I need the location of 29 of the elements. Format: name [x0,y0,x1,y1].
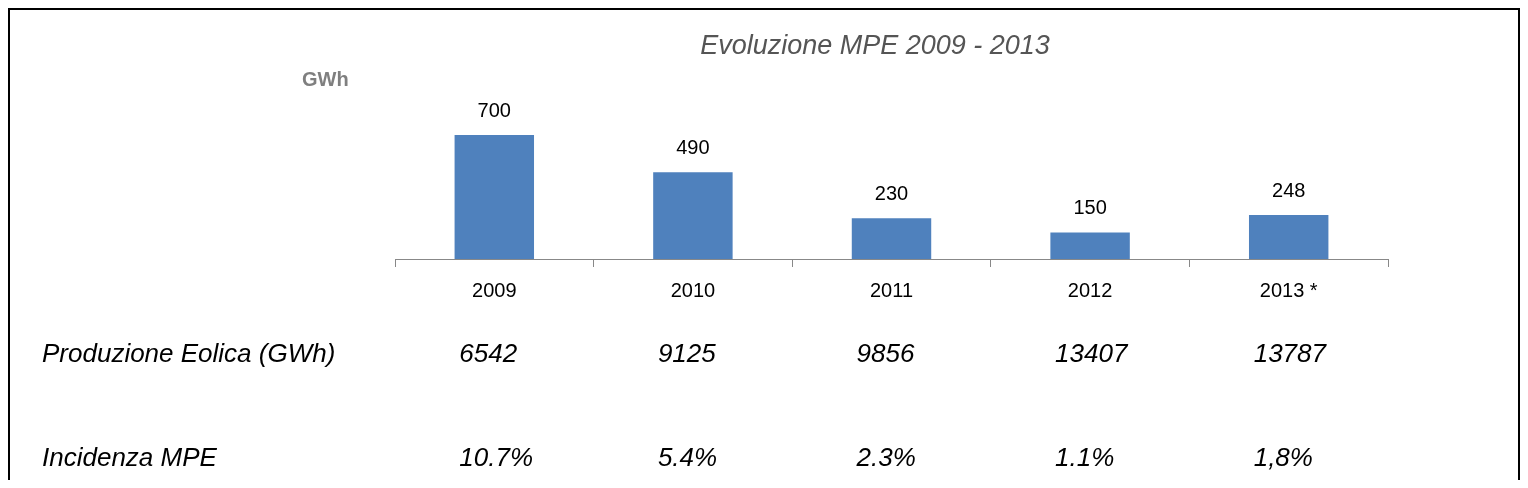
bar [1248,215,1329,259]
x-tick-label: 2009 [472,278,517,301]
text: 13407 [1055,338,1128,369]
text: 2.3% [856,442,916,473]
data-label: 230 [874,181,909,204]
bar [653,172,733,259]
data-label: 150 [1073,195,1107,218]
text: Produzione Eolica (GWh) [42,338,336,369]
bar [454,135,535,259]
x-tick-label: 2012 [1067,278,1113,301]
text: Incidenza MPE [42,442,217,473]
data-label: 700 [477,98,511,121]
x-tick-label: 2011 [869,278,914,301]
text: 9125 [657,338,716,369]
x-tick-label: 2013 * [1259,278,1318,301]
text: 13787 [1253,338,1326,369]
data-label: 248 [1272,178,1306,201]
chart-title: Evoluzione MPE 2009 - 2013 [699,30,1051,61]
text: 5.4% [657,442,718,473]
y-axis-title: GWh [302,68,349,91]
text: 6542 [459,338,518,369]
text: 1.1% [1055,442,1115,473]
data-label: 490 [676,135,710,158]
text: 10.7% [459,442,534,473]
bar [851,218,932,259]
text: 9856 [856,338,915,369]
bar [1050,232,1130,259]
text: 1,8% [1253,442,1313,473]
x-tick-label: 2010 [670,278,716,301]
